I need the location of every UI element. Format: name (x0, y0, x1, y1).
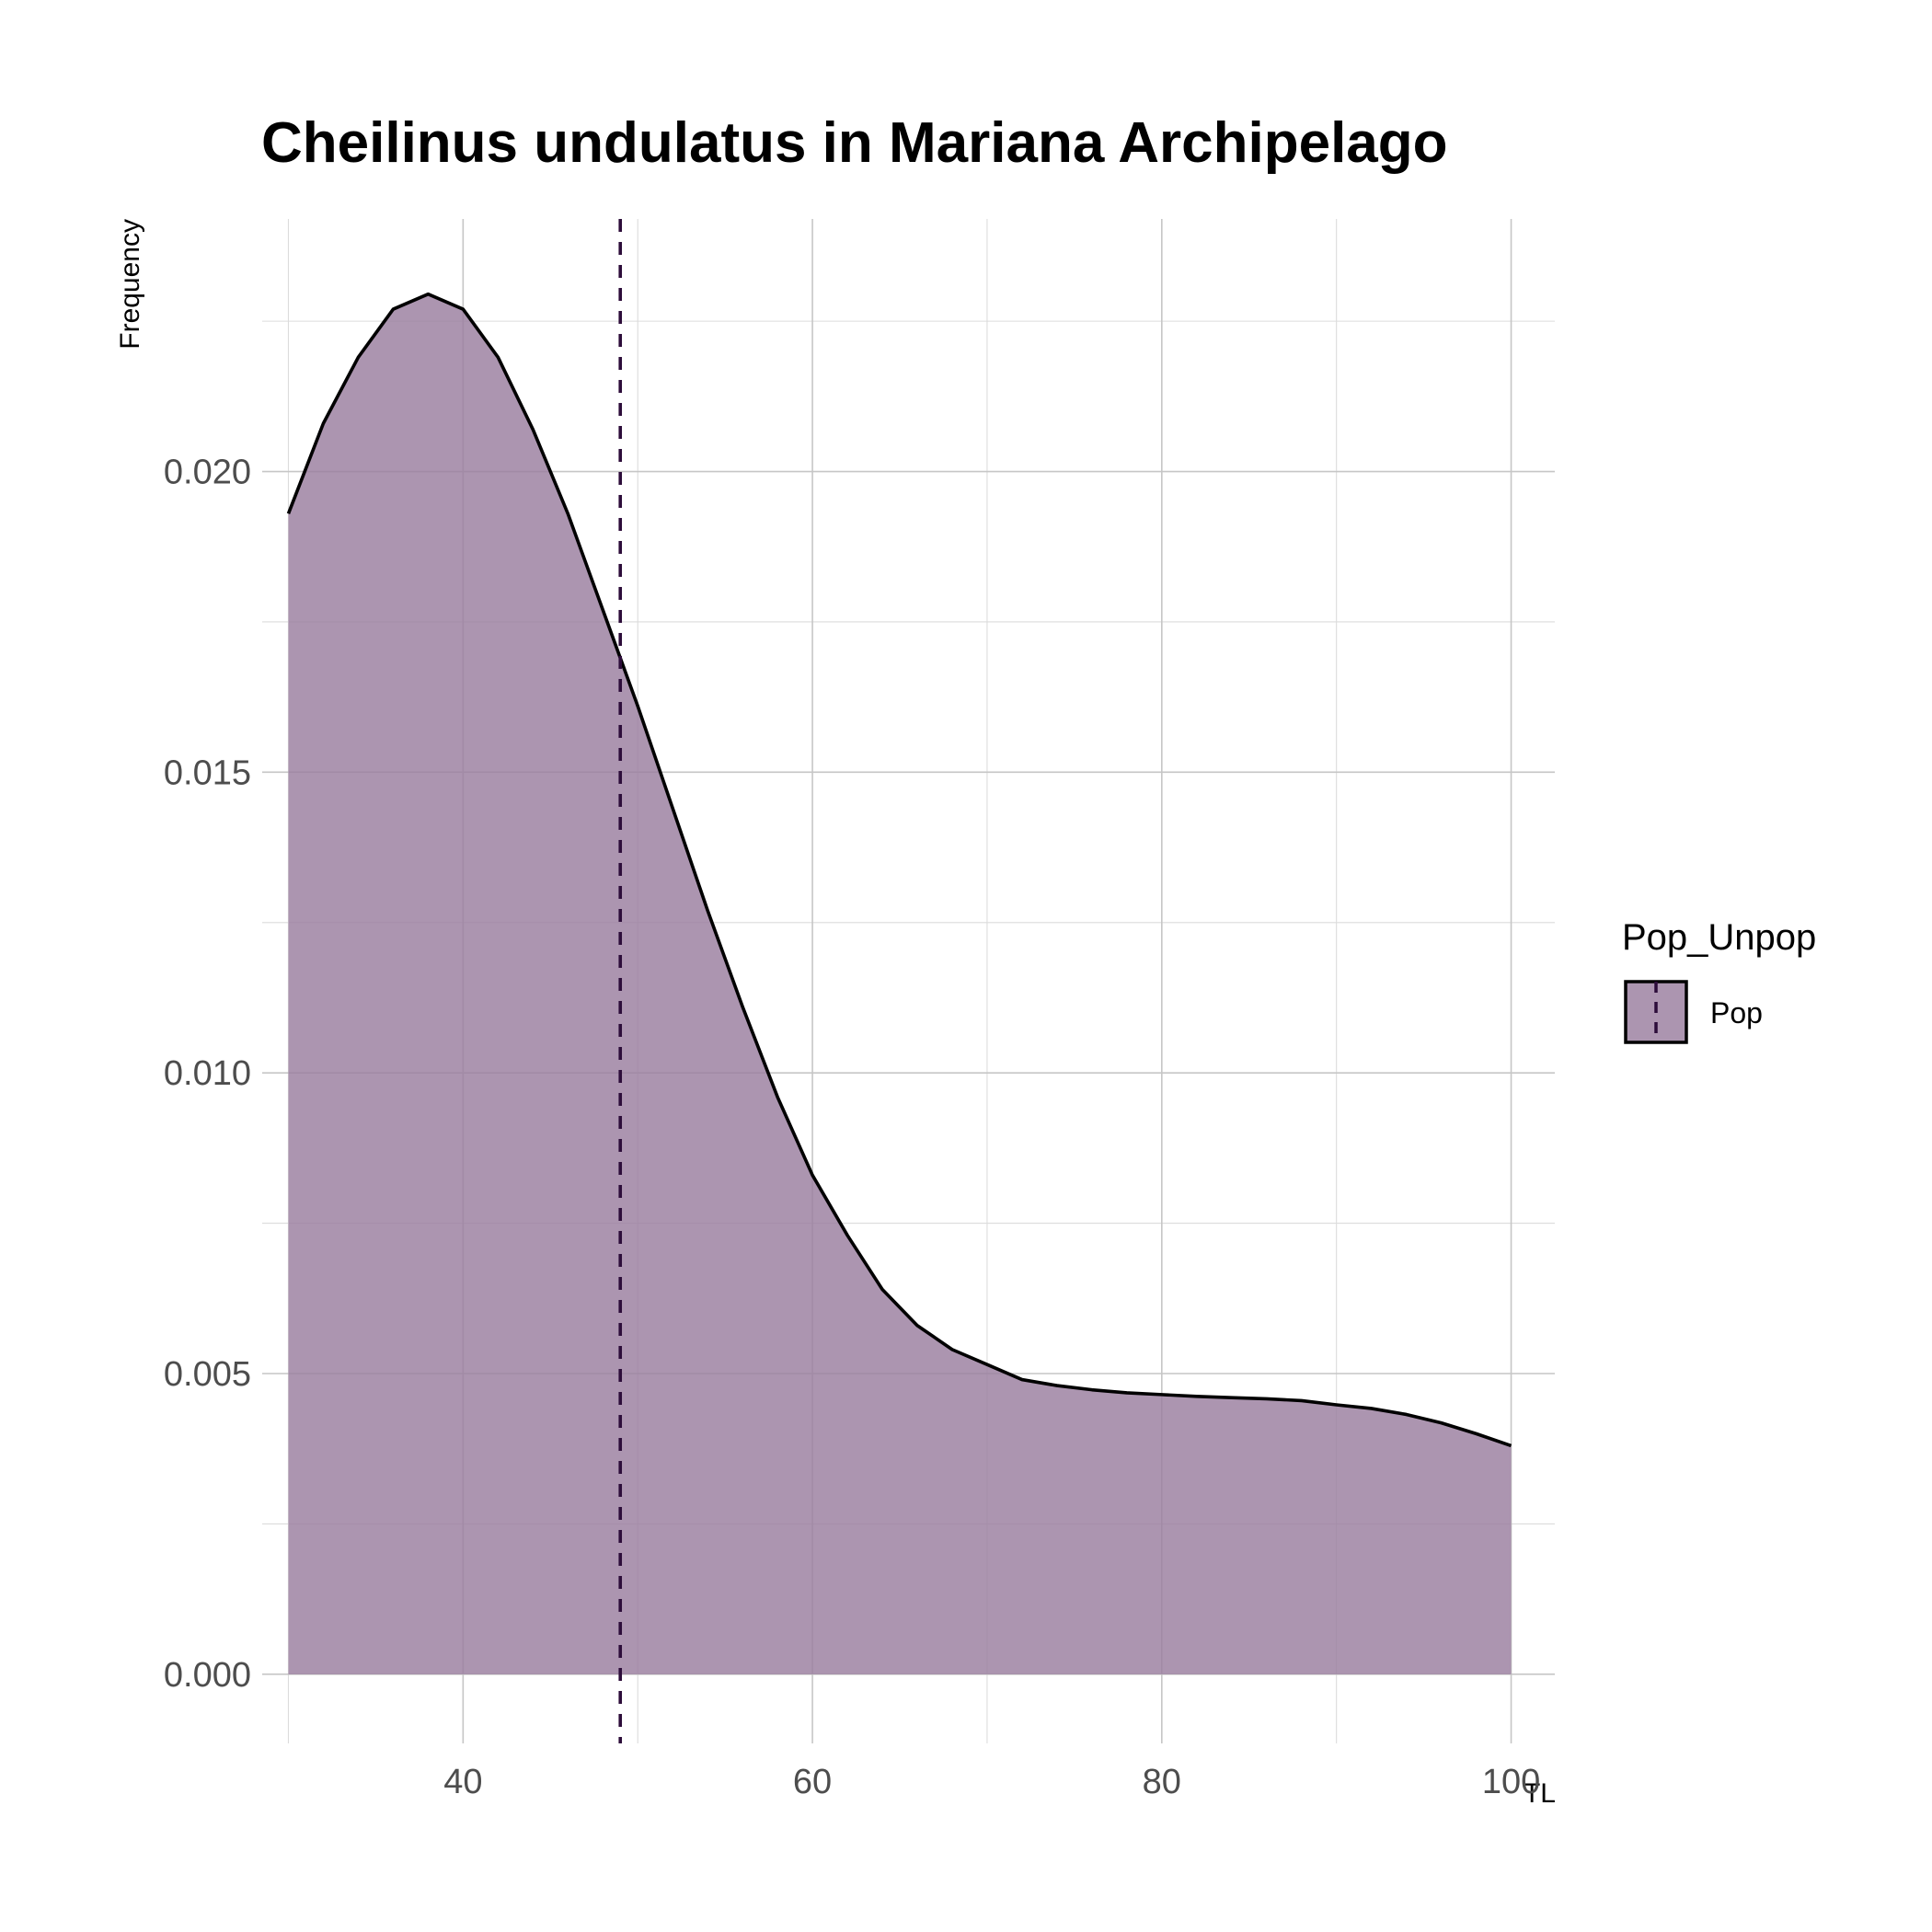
x-tick-label: 80 (1143, 1763, 1181, 1801)
legend-label-pop: Pop (1710, 996, 1763, 1029)
density-curve-pop (286, 292, 1512, 1448)
x-axis-label: TL (1524, 1778, 1556, 1809)
x-tick-label: 40 (443, 1763, 482, 1801)
y-tick-label: 0.010 (164, 1054, 251, 1093)
density-area-pop (288, 293, 1512, 1674)
x-tick-label: 100 (1482, 1763, 1540, 1801)
y-tick-label: 0.020 (164, 454, 251, 492)
y-axis-ticks: 0.000 0.005 0.010 0.015 0.020 (164, 454, 251, 1695)
x-axis-ticks: 40 60 80 100 (443, 1763, 1540, 1801)
legend-title: Pop_Unpop (1622, 917, 1816, 958)
y-tick-label: 0.005 (164, 1355, 251, 1394)
legend: Pop_Unpop Pop (1622, 917, 1816, 1044)
y-axis-label: Frequency (115, 219, 145, 350)
chart-title: Cheilinus undulatus in Mariana Archipela… (261, 111, 1448, 175)
plot-panel (262, 219, 1555, 1743)
y-tick-label: 0.015 (164, 753, 251, 792)
x-tick-label: 60 (793, 1763, 832, 1801)
density-layer (286, 292, 1512, 1674)
y-tick-label: 0.000 (164, 1656, 251, 1695)
